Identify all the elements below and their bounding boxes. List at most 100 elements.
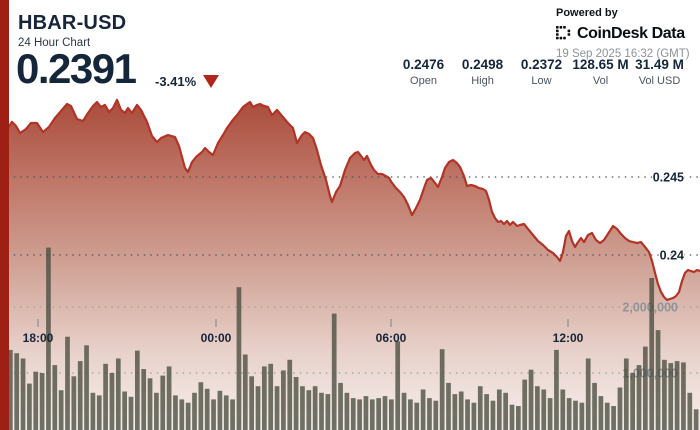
coindesk-logo-text: CoinDesk Data <box>577 25 685 42</box>
current-price: 0.2391 <box>16 45 137 92</box>
volume-bar <box>382 396 388 430</box>
volume-bar <box>427 398 432 430</box>
price-area-fill <box>8 99 700 430</box>
volume-bar <box>452 394 458 430</box>
stat-open-value: 0.2476 <box>402 57 445 72</box>
volume-bar <box>617 387 623 430</box>
volume-bar <box>319 392 324 430</box>
stat-vol-usd-value: 31.49 M <box>635 57 684 72</box>
stats-row: 0.2476 Open 0.2498 High 0.2372 Low 128.6… <box>394 57 689 87</box>
volume-bar <box>103 363 108 430</box>
time-axis-tick-label: 06:00 <box>376 331 407 345</box>
volume-bar <box>287 359 293 430</box>
volume-bar <box>217 390 223 430</box>
price-axis-tick-label: 0.245 <box>653 171 684 185</box>
price-change: -3.41% <box>155 74 220 89</box>
volume-bar <box>255 386 261 430</box>
volume-bar <box>236 287 242 430</box>
volume-bar <box>623 358 629 430</box>
stat-open-label: Open <box>410 75 437 87</box>
volume-bar <box>630 373 635 430</box>
volume-bar <box>573 400 578 430</box>
volume-bar <box>20 358 26 430</box>
stat-low-value: 0.2372 <box>520 57 563 72</box>
volume-bar <box>262 366 267 430</box>
volume-bar <box>598 396 604 430</box>
volume-bar <box>649 278 655 430</box>
price-line <box>6 98 700 301</box>
volume-bar <box>293 377 299 430</box>
volume-bar <box>249 376 254 430</box>
volume-bar <box>433 400 439 430</box>
stat-high: 0.2498 High <box>453 57 512 87</box>
volume-bar <box>14 353 20 430</box>
volume-bar <box>39 373 45 430</box>
volume-bar <box>350 398 356 430</box>
down-arrow-icon <box>203 75 220 88</box>
volume-bar <box>458 391 464 430</box>
volume-bar <box>58 390 64 430</box>
volume-bar <box>46 247 51 430</box>
volume-bar <box>281 370 286 430</box>
volume-bar <box>173 395 178 430</box>
volume-bar <box>566 398 572 430</box>
volume-bar <box>306 390 312 430</box>
volume-bar <box>401 392 407 430</box>
volume-bar <box>655 330 661 430</box>
volume-bar <box>122 391 127 430</box>
volume-bar <box>465 399 470 430</box>
volume-bar <box>166 366 172 430</box>
volume-bar <box>376 398 381 430</box>
volume-bar <box>681 362 686 430</box>
volume-bar <box>179 399 185 430</box>
volume-bar <box>135 350 140 430</box>
volume-bar <box>192 392 197 430</box>
volume-bar <box>516 406 521 430</box>
chart-timestamp: 19 Sep 2025 16:32 (GMT) <box>556 48 690 60</box>
volume-bar <box>71 376 77 430</box>
volume-bar <box>439 349 445 430</box>
volume-bar <box>204 388 210 430</box>
volume-bar <box>592 382 597 430</box>
stat-high-value: 0.2498 <box>461 57 504 72</box>
stat-low-label: Low <box>531 75 552 87</box>
volume-bar <box>522 379 528 430</box>
volume-bar <box>242 354 248 430</box>
volume-bar <box>109 373 115 430</box>
volume-bar <box>33 371 39 430</box>
line-path <box>6 98 700 301</box>
volume-bar <box>325 394 331 430</box>
branding-block: Powered by CoinDesk Data 19 Sep 2025 16 <box>556 7 696 60</box>
volume-bar <box>147 378 153 430</box>
time-axis-labels: 18:00 00:00 06:00 12:00 <box>23 319 584 345</box>
volume-bar <box>414 402 420 430</box>
volume-bar <box>344 392 350 430</box>
volume-bar <box>643 346 648 430</box>
powered-by-label: Powered by <box>556 7 618 19</box>
volume-bar <box>420 389 426 430</box>
stat-vol: 128.65 M Vol <box>571 57 630 87</box>
volume-bar <box>185 402 191 430</box>
volume-bar <box>211 399 216 430</box>
area-path <box>8 99 700 430</box>
volume-bar <box>408 399 413 430</box>
volume-bar <box>154 392 159 430</box>
stat-vol-label: Vol <box>592 75 609 87</box>
volume-bar <box>477 386 483 430</box>
coindesk-logo[interactable]: CoinDesk Data <box>556 25 696 43</box>
volume-bar <box>357 399 362 430</box>
stat-vol-value: 128.65 M <box>572 57 629 72</box>
volume-bar <box>230 399 235 430</box>
chart-subtitle: 24 Hour Chart <box>18 37 91 49</box>
volume-bar <box>338 382 343 430</box>
volume-bar <box>27 383 32 430</box>
volume-bar <box>674 361 680 430</box>
volume-bar <box>77 361 83 430</box>
volume-bar <box>331 313 337 430</box>
price-change-value: -3.41% <box>155 74 197 89</box>
volume-bar <box>528 369 534 430</box>
stat-vol-usd-label: Vol USD <box>638 75 681 87</box>
volume-bar <box>547 398 553 430</box>
price-axis-labels: 0.245 0.24 <box>651 169 685 264</box>
